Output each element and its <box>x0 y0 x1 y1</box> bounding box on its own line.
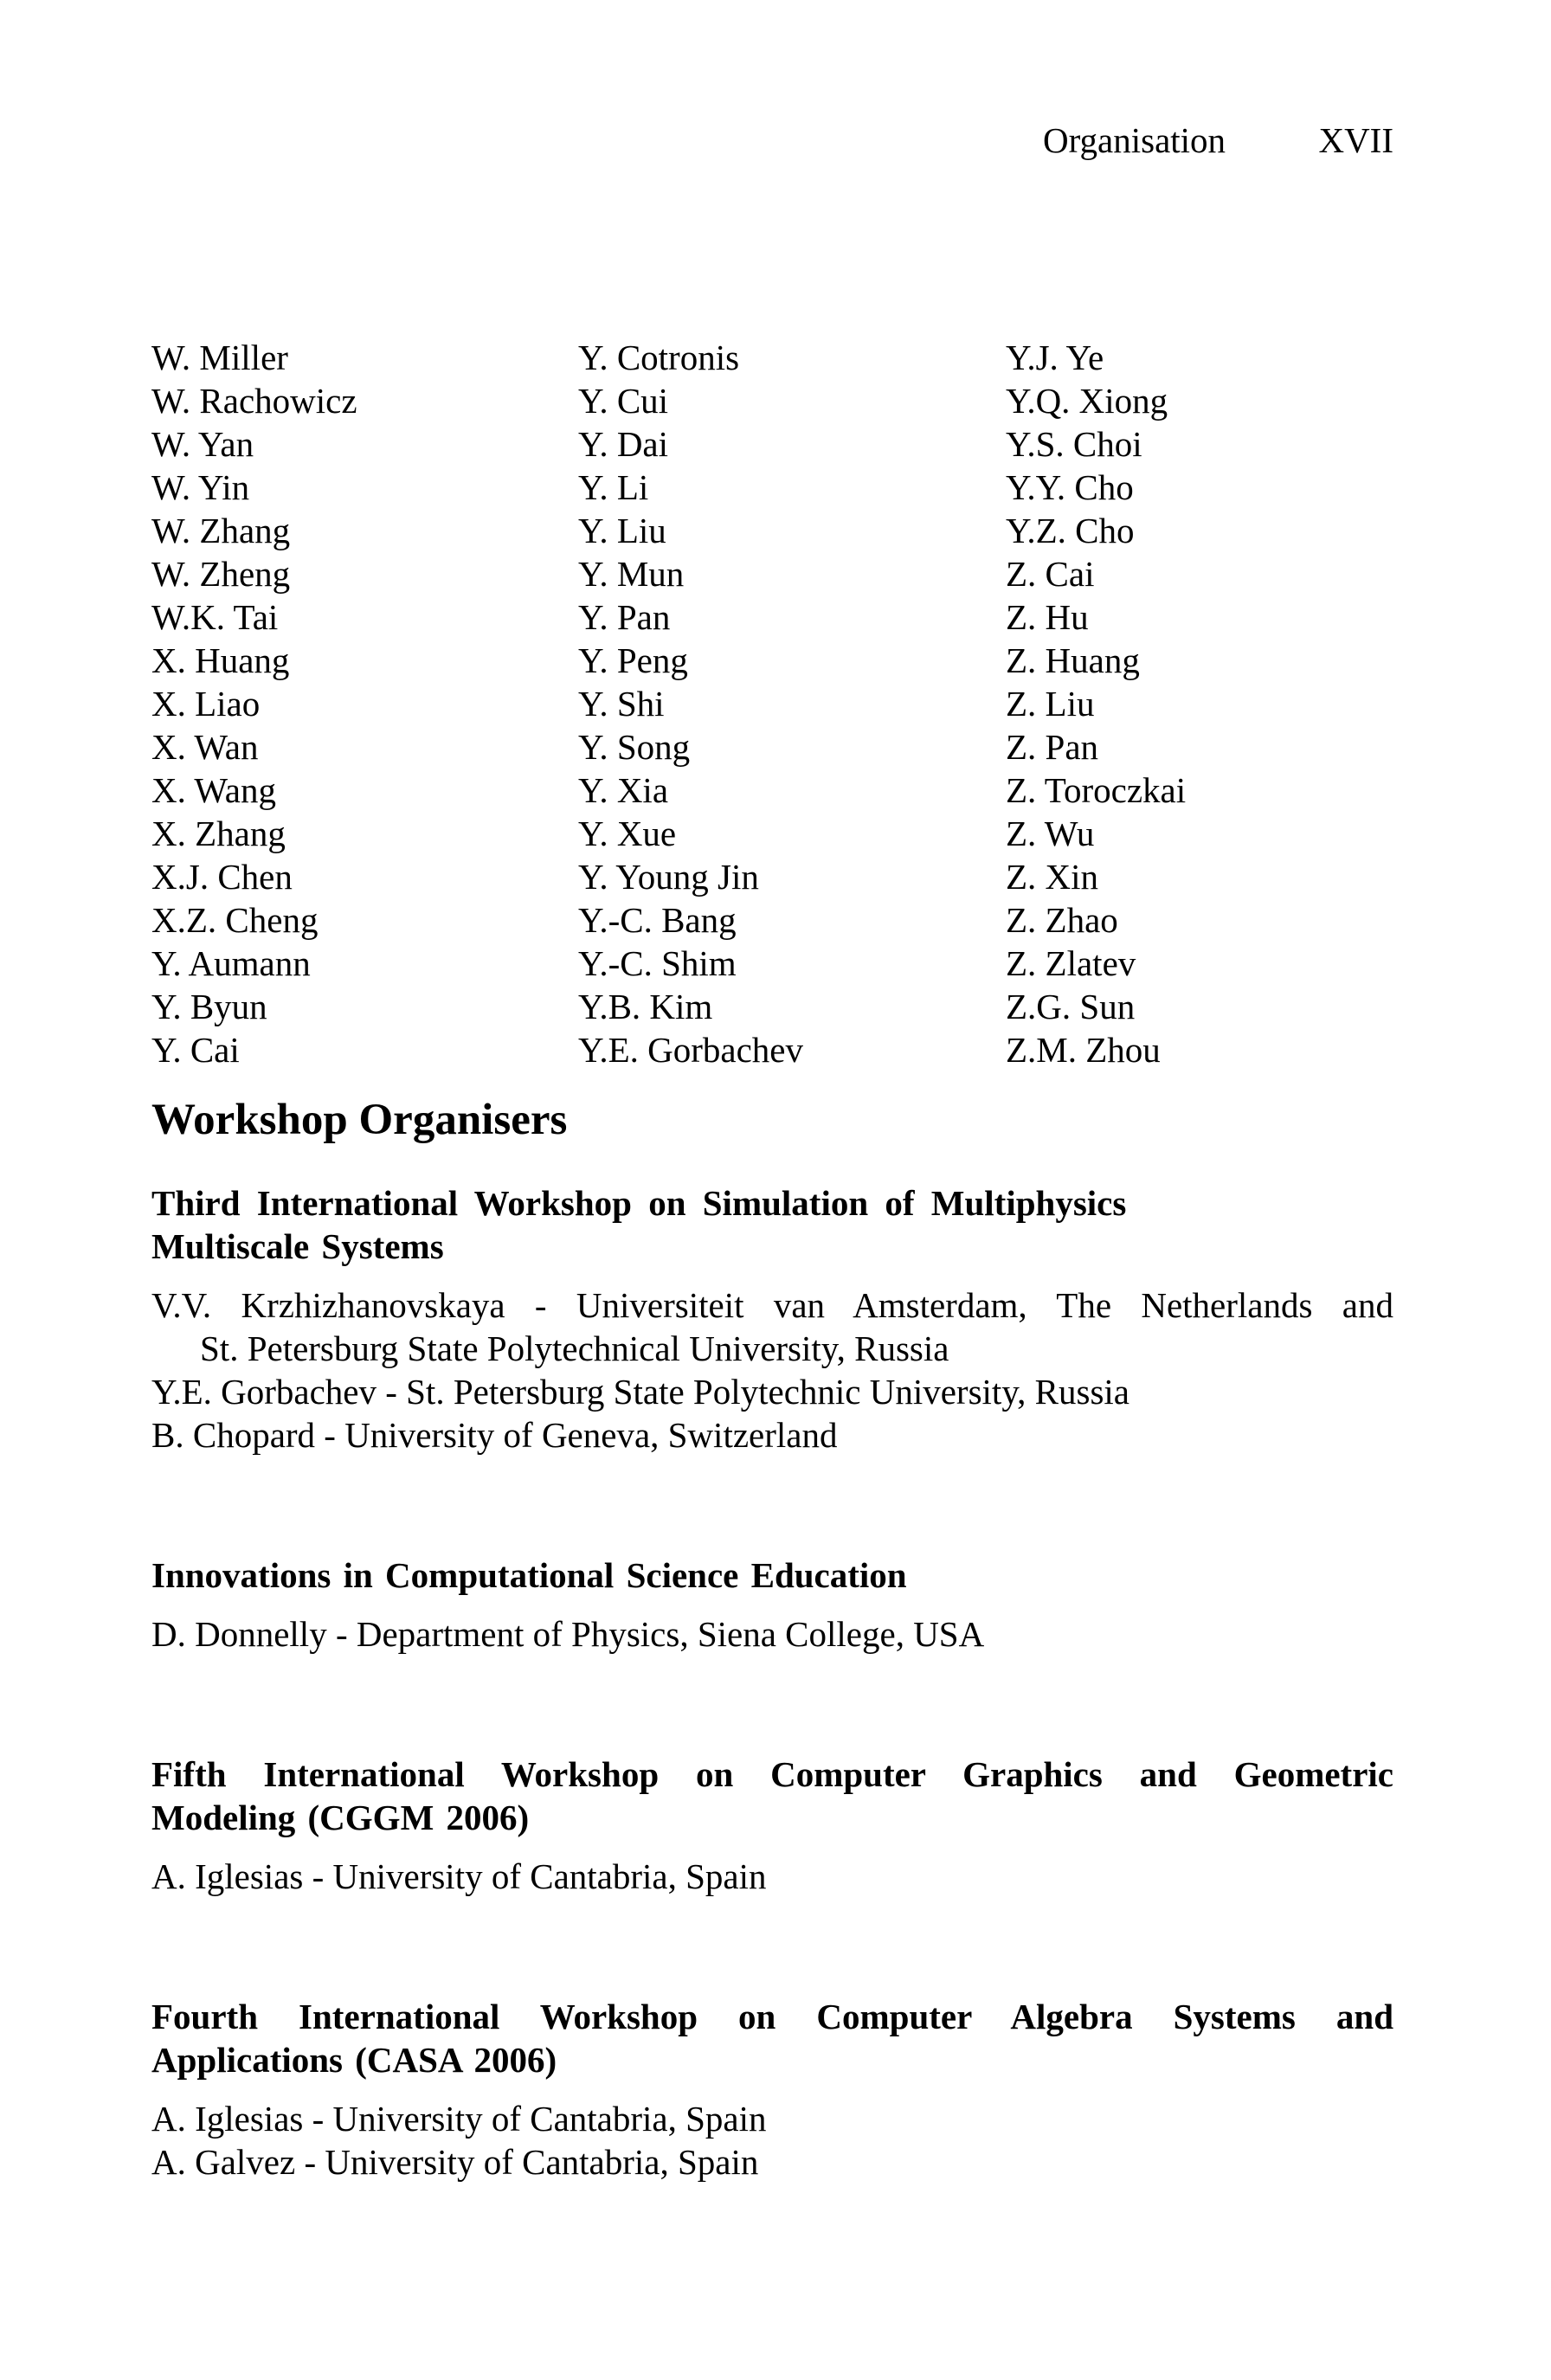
committee-member-name: Y. Xue <box>578 814 677 853</box>
committee-member-name: X. Huang <box>151 640 290 680</box>
committee-member-name: W.K. Tai <box>151 597 279 637</box>
committee-member-name: W. Zhang <box>151 511 291 550</box>
workshop-title-line: Applications (CASA 2006) <box>151 2040 557 2080</box>
committee-member-name: W. Yin <box>151 467 250 507</box>
committee-member-name: Y. Cui <box>578 381 669 421</box>
committee-member-name: Y.-C. Bang <box>578 900 737 940</box>
committee-member-name: Y. Xia <box>578 770 669 810</box>
committee-member-name: X.J. Chen <box>151 857 293 897</box>
committee-member-name: Z. Cai <box>1006 554 1095 594</box>
committee-member-name: W. Rachowicz <box>151 381 357 421</box>
organiser-line: Y.E. Gorbachev - St. Petersburg State Po… <box>151 1372 1130 1412</box>
workshop-entry-multiphysics: Third International Workshop on Simulati… <box>151 1181 1393 1457</box>
workshop-entry-education: Innovations in Computational Science Edu… <box>151 1553 1393 1656</box>
committee-member-name: Y. Cotronis <box>578 338 740 377</box>
committee-member-name: Y. Byun <box>151 987 267 1026</box>
committee-column-3: Y.J. Ye Y.Q. Xiong Y.S. Choi Y.Y. Cho Y.Z. C… <box>1006 206 1186 1071</box>
committee-column-2: Y. Cotronis Y. Cui Y. Dai Y. Li Y. Liu Y. Mun… <box>578 206 803 1071</box>
committee-member-name: X. Wang <box>151 770 276 810</box>
committee-member-name: X. Liao <box>151 684 261 724</box>
workshop-title: Third International Workshop on Simulati… <box>151 1181 1393 1268</box>
committee-member-name: Z. Liu <box>1006 684 1095 724</box>
committee-member-name: Y. Song <box>578 727 691 767</box>
workshop-title-line: Third International Workshop on Simulati… <box>151 1183 1127 1223</box>
committee-member-name: Y.E. Gorbachev <box>578 1030 803 1070</box>
section-title: Workshop Organisers <box>151 1096 568 1144</box>
workshop-title-line: Fourth International Workshop on Compute… <box>151 1997 1393 2036</box>
workshop-organiser-list: A. Iglesias - University of Cantabria, S… <box>151 2097 1393 2184</box>
committee-member-name: Y. Dai <box>578 424 669 464</box>
committee-member-name: Y.Z. Cho <box>1006 511 1135 550</box>
organiser-line: V.V. Krzhizhanovskaya - Universiteit van… <box>151 1285 1393 1325</box>
committee-member-name: Z. Pan <box>1006 727 1099 767</box>
committee-member-name: Y. Aumann <box>151 943 311 983</box>
workshop-title-line: Innovations in Computational Science Edu… <box>151 1555 907 1595</box>
committee-member-name: W. Zheng <box>151 554 291 594</box>
committee-member-name: X.Z. Cheng <box>151 900 319 940</box>
committee-member-name: X. Wan <box>151 727 259 767</box>
workshop-title: Fourth International Workshop on Compute… <box>151 1995 1393 2081</box>
committee-member-name: Z. Hu <box>1006 597 1089 637</box>
committee-member-name: Y.Y. Cho <box>1006 467 1134 507</box>
running-header: Organisation XVII <box>1043 119 1393 162</box>
workshop-title-line: Modeling (CGGM 2006) <box>151 1798 530 1837</box>
committee-member-name: Z. Zhao <box>1006 900 1118 940</box>
workshop-title: Fifth International Workshop on Computer… <box>151 1753 1393 1839</box>
committee-member-name: Y. Li <box>578 467 649 507</box>
committee-member-name: Z. Wu <box>1006 814 1095 853</box>
committee-member-name: Z. Zlatev <box>1006 943 1136 983</box>
workshop-organisers-section: Workshop Organisers Third International … <box>151 1093 1393 2184</box>
organiser-line: D. Donnelly - Department of Physics, Sie… <box>151 1614 985 1654</box>
workshop-title-line: Multiscale Systems <box>151 1226 444 1266</box>
committee-member-name: Y. Shi <box>578 684 665 724</box>
committee-member-name: W. Yan <box>151 424 254 464</box>
committee-member-name: X. Zhang <box>151 814 286 853</box>
workshop-organiser-list: D. Donnelly - Department of Physics, Sie… <box>151 1612 1393 1656</box>
workshop-title-line: Fifth International Workshop on Computer… <box>151 1754 1393 1794</box>
organiser-line: B. Chopard - University of Geneva, Switz… <box>151 1415 838 1455</box>
committee-member-name: Y.-C. Shim <box>578 943 737 983</box>
workshop-entry-casa: Fourth International Workshop on Compute… <box>151 1995 1393 2184</box>
committee-member-name: Y. Young Jin <box>578 857 759 897</box>
committee-member-name: Y. Cai <box>151 1030 240 1070</box>
committee-member-name: W. Miller <box>151 338 288 377</box>
workshop-organiser-list: A. Iglesias - University of Cantabria, S… <box>151 1855 1393 1898</box>
workshop-entry-cggm: Fifth International Workshop on Computer… <box>151 1753 1393 1898</box>
committee-member-name: Y. Peng <box>578 640 688 680</box>
committee-member-name: Y.B. Kim <box>578 987 713 1026</box>
committee-column-1: W. Miller W. Rachowicz W. Yan W. Yin W. Zhan… <box>151 206 357 1071</box>
committee-member-name: Z.G. Sun <box>1006 987 1136 1026</box>
committee-member-name: Y.Q. Xiong <box>1006 381 1168 421</box>
workshop-title: Innovations in Computational Science Edu… <box>151 1553 1393 1597</box>
running-header-title: Organisation <box>1043 120 1226 160</box>
organiser-line: A. Iglesias - University of Cantabria, S… <box>151 1856 767 1896</box>
committee-member-name: Z. Toroczkai <box>1006 770 1187 810</box>
organiser-line-continuation: St. Petersburg State Polytechnical Unive… <box>200 1328 949 1368</box>
committee-member-name: Y.S. Choi <box>1006 424 1142 464</box>
page-number: XVII <box>1318 120 1393 160</box>
committee-member-name: Y.J. Ye <box>1006 338 1104 377</box>
committee-member-name: Y. Mun <box>578 554 685 594</box>
organiser-line: A. Iglesias - University of Cantabria, S… <box>151 2099 767 2139</box>
committee-member-name: Z.M. Zhou <box>1006 1030 1161 1070</box>
committee-member-name: Y. Pan <box>578 597 671 637</box>
committee-member-name: Z. Huang <box>1006 640 1140 680</box>
committee-member-name: Y. Liu <box>578 511 666 550</box>
workshop-organiser-list: V.V. Krzhizhanovskaya - Universiteit van… <box>151 1283 1393 1457</box>
organiser-line: A. Galvez - University of Cantabria, Spa… <box>151 2142 759 2182</box>
committee-member-name: Z. Xin <box>1006 857 1099 897</box>
